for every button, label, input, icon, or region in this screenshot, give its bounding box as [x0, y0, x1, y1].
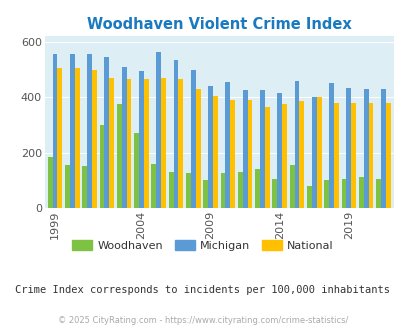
Bar [264, 107, 269, 208]
Bar [380, 89, 385, 208]
Bar [65, 165, 70, 208]
Bar [190, 70, 195, 208]
Bar [350, 103, 355, 208]
Bar [82, 166, 87, 208]
Bar [213, 96, 217, 208]
Bar [247, 100, 252, 208]
Bar [173, 60, 178, 208]
Bar [345, 87, 350, 208]
Bar [237, 172, 242, 208]
Bar [311, 97, 316, 208]
Bar [139, 71, 143, 208]
Bar [168, 172, 173, 208]
Bar [289, 165, 294, 208]
Bar [143, 79, 148, 208]
Bar [58, 68, 62, 208]
Bar [333, 103, 338, 208]
Bar [185, 173, 190, 208]
Bar [225, 82, 230, 208]
Bar [299, 101, 303, 208]
Bar [368, 103, 373, 208]
Bar [53, 54, 58, 208]
Bar [151, 164, 156, 208]
Bar [126, 79, 131, 208]
Bar [161, 78, 166, 208]
Bar [104, 57, 109, 208]
Bar [122, 67, 126, 208]
Bar [324, 180, 328, 208]
Bar [109, 78, 114, 208]
Bar [281, 104, 286, 208]
Bar [294, 81, 299, 208]
Bar [277, 93, 281, 208]
Bar [328, 83, 333, 208]
Bar [208, 86, 213, 208]
Text: © 2025 CityRating.com - https://www.cityrating.com/crime-statistics/: © 2025 CityRating.com - https://www.city… [58, 315, 347, 325]
Bar [255, 169, 259, 208]
Bar [272, 179, 277, 208]
Bar [75, 68, 79, 208]
Bar [385, 103, 390, 208]
Bar [306, 186, 311, 208]
Bar [341, 179, 345, 208]
Bar [178, 79, 183, 208]
Title: Woodhaven Violent Crime Index: Woodhaven Violent Crime Index [87, 17, 351, 32]
Bar [134, 133, 139, 208]
Bar [195, 89, 200, 208]
Bar [220, 173, 225, 208]
Bar [48, 157, 53, 208]
Bar [203, 180, 208, 208]
Bar [92, 70, 97, 208]
Bar [156, 51, 161, 208]
Bar [87, 54, 92, 208]
Bar [259, 90, 264, 208]
Bar [99, 125, 104, 208]
Legend: Woodhaven, Michigan, National: Woodhaven, Michigan, National [68, 236, 337, 255]
Bar [70, 54, 75, 208]
Bar [363, 89, 368, 208]
Bar [375, 179, 380, 208]
Bar [117, 104, 121, 208]
Bar [358, 178, 363, 208]
Text: Crime Index corresponds to incidents per 100,000 inhabitants: Crime Index corresponds to incidents per… [15, 285, 390, 295]
Bar [230, 100, 234, 208]
Bar [242, 90, 247, 208]
Bar [316, 97, 321, 208]
